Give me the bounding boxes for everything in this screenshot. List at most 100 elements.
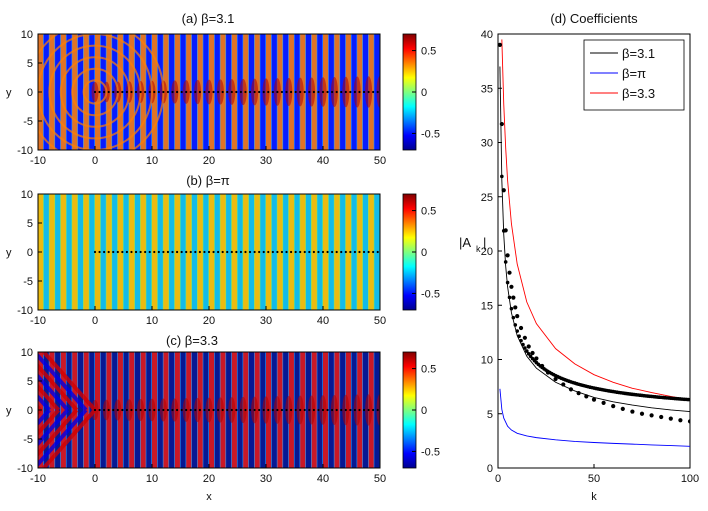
source-dot [171,408,174,412]
wave-band-crest [60,194,66,310]
source-dot [116,408,119,412]
wave-band-crest [49,34,55,150]
source-dot [362,90,366,94]
source-dot [107,90,110,94]
source-dot [121,408,124,412]
scatter-point [509,284,514,289]
source-dot [289,408,293,412]
source-dot [185,408,188,412]
ring-wave [59,56,131,128]
source-dot [134,408,138,412]
y-tick-label: 5 [27,58,33,70]
source-dot [139,408,142,412]
colorbar-tick-label: 0.5 [421,364,436,376]
source-dot [103,250,106,254]
source-dot [299,250,302,254]
wake-crest [262,396,270,424]
scatter-point [499,121,504,127]
wave-band-crest [95,194,101,310]
scatter-point [511,315,516,320]
wave-band-crest [323,194,329,310]
x-tick-label: 50 [588,473,600,485]
source-dot [162,250,165,254]
wave-band-crest [49,352,55,468]
source-dot [203,90,206,94]
wake-crest [216,397,224,423]
kelvin-wedge [38,383,61,437]
source-dot [112,408,115,412]
source-dot [367,90,370,94]
x-tick-label: 0 [92,155,98,167]
y-tick-label: 20 [481,246,493,258]
panel-b-heatmap [38,194,380,310]
scatter-point [687,419,690,424]
x-tick-label: -10 [30,155,46,167]
x-tick-label: 50 [374,473,386,485]
source-dot [93,250,97,254]
wave-band-trough [386,34,391,150]
source-dot [235,408,238,412]
source-dot [194,408,197,412]
wave-band-crest [83,352,89,468]
source-dot [372,90,375,94]
scatter-point [507,295,512,300]
source-dot [353,250,357,254]
source-dot [353,408,357,412]
scatter-point [521,342,525,347]
panel-b-ylabel: y [6,247,12,259]
source-dot [98,250,101,254]
scatter-point [518,325,524,331]
source-dot [107,408,110,412]
source-dot [321,408,325,412]
wake-crest [285,395,293,425]
wave-band-trough [180,194,186,310]
wave-band-trough [77,352,84,468]
source-dot [171,250,174,254]
source-dot [157,408,160,412]
kelvin-wedge [38,352,88,468]
source-dot [217,90,220,94]
source-dot [244,90,247,94]
wave-band-trough [226,194,232,310]
wave-band-trough [55,34,61,150]
source-dot [153,408,156,412]
scatter-point [513,305,518,310]
colorbar-tick-label: -0.5 [421,288,440,300]
source-dot [321,250,325,254]
x-tick-label: 40 [317,155,329,167]
scatter-point [584,394,589,399]
source-dot [185,90,188,94]
panel-d-title: (d) Coefficients [550,11,638,26]
source-dot [331,90,334,94]
scatter-point [501,188,506,193]
source-dot [144,90,147,94]
source-dot [335,250,338,254]
source-dot [166,90,170,94]
wave-band-trough [317,194,323,310]
source-dot [253,90,256,94]
panel-a-title: (a) β=3.1 [182,11,235,26]
y-tick-label: 0 [27,405,33,417]
scatter-point [659,414,664,420]
source-dot [230,90,233,94]
source-dot [189,90,192,94]
wake-crest [194,79,202,105]
source-dot [244,408,247,412]
source-dot [372,408,375,412]
source-dot [267,408,270,412]
panel-d-series [498,39,690,447]
colorbar-tick-label: -0.5 [421,128,440,140]
panel-d-ylabel-main: |A [459,235,471,250]
scatter-point [639,411,645,416]
scatter-point [526,352,531,356]
source-dot [258,408,261,412]
y-tick-label: 15 [481,300,493,312]
scatter-point [668,416,673,421]
series-line-2 [501,39,690,401]
source-dot [312,408,315,412]
source-dot [130,90,133,94]
source-dot [166,408,170,412]
source-dot [93,408,97,412]
panel-a-ylabel: y [6,87,12,99]
source-dot [362,408,366,412]
